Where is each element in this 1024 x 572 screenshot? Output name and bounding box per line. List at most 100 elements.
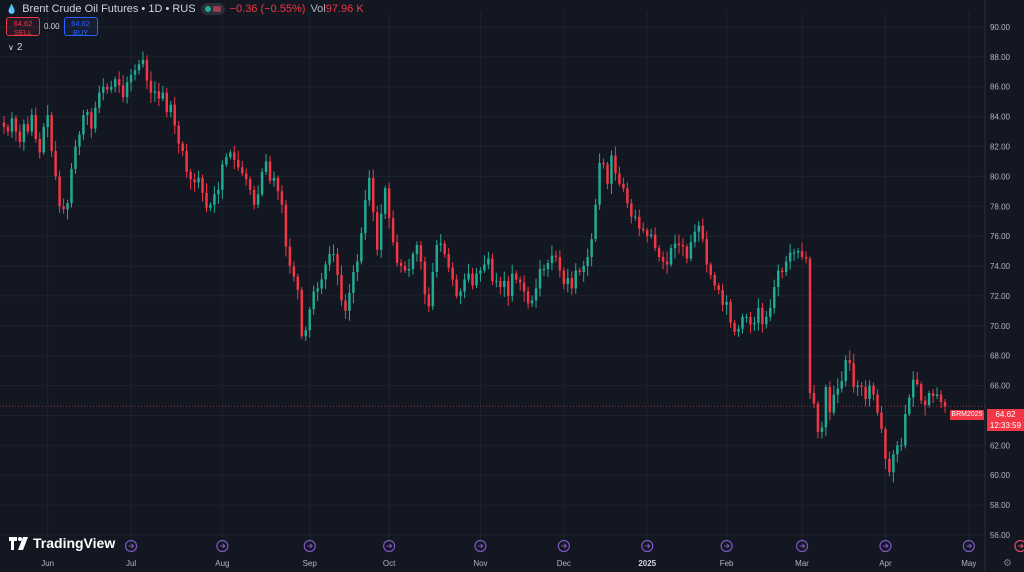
candle-body [594,204,597,240]
candle [915,371,919,387]
candle-body [689,242,693,259]
candle [185,143,188,178]
candle-body [562,270,566,284]
candle-body [260,171,264,195]
candle-body [332,254,335,256]
candle-body [431,272,435,307]
candle-body [852,363,855,388]
candle [137,59,141,75]
settings-gear-icon[interactable]: ⚙ [1003,558,1012,569]
candle-body [566,277,570,284]
candle-body [681,245,685,247]
candle [74,139,77,174]
candle [741,313,744,334]
candle [78,131,81,156]
candle-body [927,393,931,405]
event-arrow [561,543,568,549]
candle [336,248,339,286]
candle [189,168,192,190]
candle [657,245,661,262]
candle-body [296,276,300,290]
candle [181,141,184,157]
event-circle [641,539,654,553]
buy-button[interactable]: 64.62 BUY [63,17,98,37]
candle-body [375,212,379,250]
candle-body [264,161,268,172]
candle-body [534,288,538,301]
candle [626,182,629,209]
candle [427,287,431,312]
event-marker-icon [474,539,487,553]
candle-body [399,263,403,267]
event-marker-icon [557,539,570,553]
candle [34,107,37,143]
candle-body [546,263,550,270]
candle [6,123,10,136]
candle [503,271,506,297]
symbol-price-tag[interactable]: BRM2025 [950,410,984,420]
candle-body [14,118,18,132]
symbol-title[interactable]: Brent Crude Oil Futures • 1D • RUS [22,3,196,15]
candle-body [769,307,772,317]
candle [908,394,911,417]
candle-body [324,264,327,280]
candle [109,80,113,93]
indicators-toggle[interactable]: ∨ 2 [8,42,22,53]
candle [510,264,514,302]
candle [403,261,407,273]
candle [594,198,597,243]
candle-body [368,177,371,201]
candle-body [765,316,768,325]
candle-body [840,381,843,389]
candle-body [106,86,109,90]
candle [721,283,724,312]
candle-body [360,233,363,262]
candle-body [225,156,228,165]
candle [796,247,800,259]
candle-body [908,397,911,414]
candle [904,404,907,449]
candle-body [471,273,474,286]
candle [395,234,399,267]
candle [733,319,736,336]
event-arrow [386,543,393,549]
candle-body [634,216,637,218]
candle [852,353,855,393]
candle-body [54,150,57,177]
candle-body [121,85,125,98]
chart-legend: 💧 Brent Crude Oil Futures • 1D • RUS −0.… [6,3,364,15]
candle-body [141,59,145,65]
candle-body [2,122,6,128]
candle [248,176,252,195]
y-tick-label: 66.00 [990,382,1011,391]
candle [514,270,518,284]
candle-body [288,246,292,267]
candle-body [645,230,649,237]
candle-body [931,393,935,397]
tradingview-logo[interactable]: TradingView [9,535,115,551]
x-tick-label: Mar [795,559,809,568]
candle-body [18,131,22,143]
candle-body [761,307,764,325]
candle-body [586,257,589,267]
sell-button[interactable]: 64.62 SELL [6,17,40,37]
event-marker-icon [216,539,229,553]
candle-body [709,264,712,275]
candle [546,259,550,278]
market-status-badge[interactable] [200,3,225,15]
candle [880,405,883,434]
candle [681,238,685,257]
event-marker-icon [383,539,396,553]
candle-body [725,301,728,305]
candle-body [483,264,486,271]
volume-label: Vol [310,3,326,15]
candle [435,240,439,278]
candle-body [788,252,792,262]
candle-body [50,115,53,151]
candle [38,132,41,159]
candle-body [828,387,832,413]
last-price-label[interactable]: 64.62 12:33:59 [987,409,1024,431]
candle [618,166,621,187]
candle [221,160,224,199]
